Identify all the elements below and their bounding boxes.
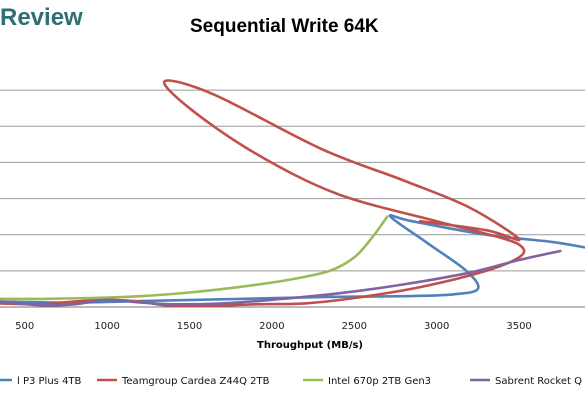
legend: l P3 Plus 4TB Teamgroup Cardea Z44Q 2TB In… [0,376,582,387]
legend-label-0: l P3 Plus 4TB [17,376,82,387]
series-line-0 [0,214,585,304]
x-axis-label: Throughput (MB/s) [257,340,363,351]
x-tick-label: 1000 [94,321,119,332]
gridlines [0,89,585,272]
x-tick-label: 2500 [342,321,367,332]
chart-title: Sequential Write 64K [190,16,379,37]
x-tick-label: 500 [15,321,34,332]
x-tick-label: 3000 [424,321,449,332]
legend-label-2: Intel 670p 2TB Gen3 [328,376,431,387]
series-line-2 [0,215,389,301]
legend-label-3: Sabrent Rocket Q [495,376,582,387]
site-logo: Review [0,4,83,31]
series-line-1 [0,79,526,308]
x-tick-label: 1500 [177,321,202,332]
x-tick-label: 3500 [506,321,531,332]
x-tick-label: 2000 [259,321,284,332]
series-line-3 [0,249,562,307]
x-tick-labels: 500 1000 1500 2000 2500 3000 3500 [15,321,532,332]
series-lines [0,79,585,308]
legend-label-1: Teamgroup Cardea Z44Q 2TB [121,376,270,387]
